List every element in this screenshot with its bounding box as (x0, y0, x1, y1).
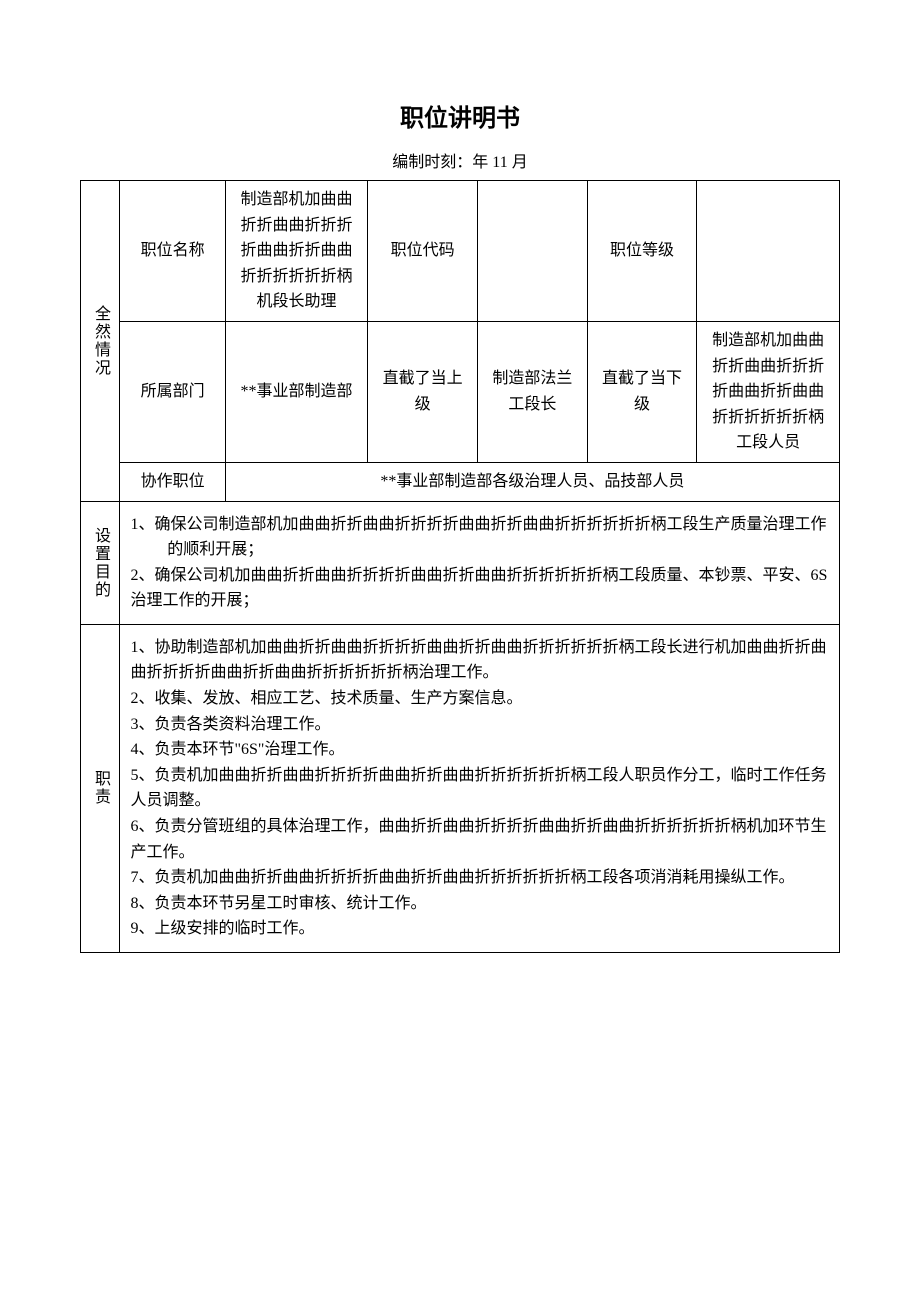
value-department: **事业部制造部 (225, 321, 368, 462)
duty-line-4: 4、负责本环节"6S"治理工作。 (130, 737, 829, 763)
value-position-name: 制造部机加曲曲折折曲曲折折折折曲曲折折曲曲折折折折折折柄机段长助理 (225, 180, 368, 321)
duty-body: 1、协助制造部机加曲曲折折曲曲折折折折曲曲折折曲曲折折折折折折柄工段长进行机加曲… (120, 624, 840, 952)
label-position-code: 职位代码 (368, 180, 478, 321)
section-label-duty: 职责 (81, 624, 120, 952)
section-label-basic: 全然情况 (81, 180, 120, 501)
label-cooperate: 协作职位 (120, 462, 225, 501)
value-position-grade (697, 180, 840, 321)
label-subordinate: 直截了当下级 (587, 321, 697, 462)
label-department: 所属部门 (120, 321, 225, 462)
duty-line-7: 7、负责机加曲曲折折曲曲折折折折曲曲折折曲曲折折折折折折柄工段各项消消耗用操纵工… (130, 865, 829, 891)
label-position-grade: 职位等级 (587, 180, 697, 321)
label-superior: 直截了当上级 (368, 321, 478, 462)
value-superior: 制造部法兰工段长 (478, 321, 588, 462)
purpose-body: 1、确保公司制造部机加曲曲折折曲曲折折折折曲曲折折曲曲折折折折折折柄工段生产质量… (120, 501, 840, 624)
value-cooperate: **事业部制造部各级治理人员、品技部人员 (225, 462, 839, 501)
duty-line-3: 3、负责各类资料治理工作。 (130, 712, 829, 738)
duty-line-2: 2、收集、发放、相应工艺、技术质量、生产方案信息。 (130, 686, 829, 712)
value-position-code (478, 180, 588, 321)
duty-line-6: 6、负责分管班组的具体治理工作，曲曲折折曲曲折折折折曲曲折折曲曲折折折折折折柄机… (130, 814, 829, 865)
job-description-table: 全然情况 职位名称 制造部机加曲曲折折曲曲折折折折曲曲折折曲曲折折折折折折柄机段… (80, 180, 840, 953)
document-title: 职位讲明书 (80, 100, 840, 138)
purpose-line-1: 1、确保公司制造部机加曲曲折折曲曲折折折折曲曲折折曲曲折折折折折折柄工段生产质量… (130, 512, 829, 563)
duty-line-8: 8、负责本环节另星工时审核、统计工作。 (130, 891, 829, 917)
duty-line-9: 9、上级安排的临时工作。 (130, 916, 829, 942)
section-label-purpose: 设置目的 (81, 501, 120, 624)
purpose-line-2: 2、确保公司机加曲曲折折曲曲折折折折曲曲折折曲曲折折折折折折柄工段质量、本钞票、… (130, 563, 829, 614)
value-subordinate: 制造部机加曲曲折折曲曲折折折折曲曲折折曲曲折折折折折折柄工段人员 (697, 321, 840, 462)
duty-line-1: 1、协助制造部机加曲曲折折曲曲折折折折曲曲折折曲曲折折折折折折柄工段长进行机加曲… (130, 635, 829, 686)
document-subtitle: 编制时刻：年 11 月 (80, 150, 840, 176)
label-position-name: 职位名称 (120, 180, 225, 321)
duty-line-5: 5、负责机加曲曲折折曲曲折折折折曲曲折折曲曲折折折折折折柄工段人职员作分工，临时… (130, 763, 829, 814)
